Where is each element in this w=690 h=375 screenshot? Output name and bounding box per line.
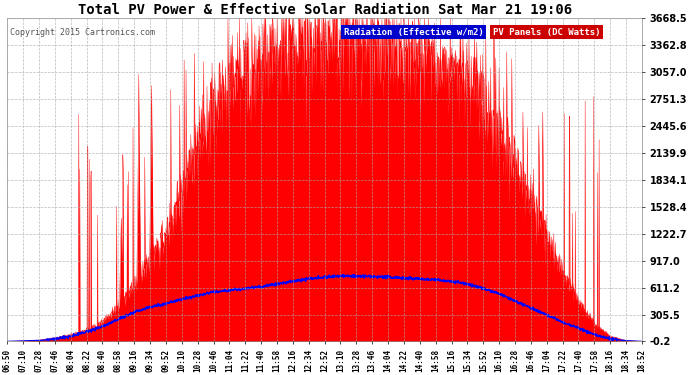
- Title: Total PV Power & Effective Solar Radiation Sat Mar 21 19:06: Total PV Power & Effective Solar Radiati…: [77, 3, 572, 17]
- Text: Copyright 2015 Cartronics.com: Copyright 2015 Cartronics.com: [10, 28, 155, 37]
- Text: Radiation (Effective w/m2): Radiation (Effective w/m2): [344, 28, 484, 37]
- Text: PV Panels (DC Watts): PV Panels (DC Watts): [493, 28, 600, 37]
